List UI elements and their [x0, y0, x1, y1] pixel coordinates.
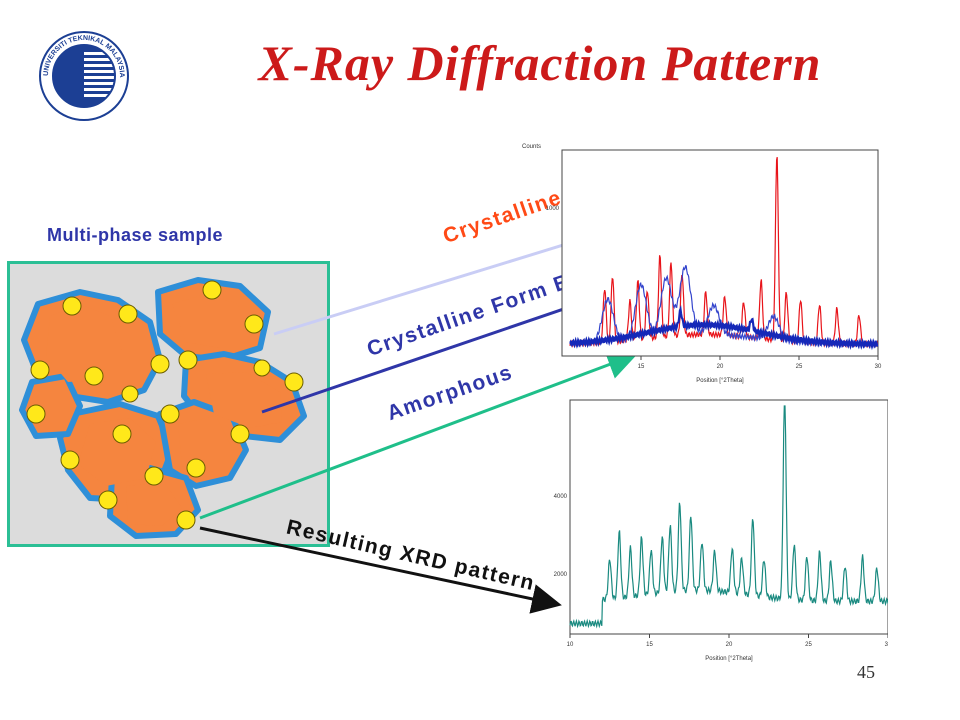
- x-tick-label: 30: [885, 642, 888, 648]
- y-tick-label: 4000: [554, 494, 568, 500]
- xrd-series-line: [569, 304, 879, 351]
- x-tick-label: 10: [567, 642, 574, 648]
- grain-illustration: [19, 277, 307, 539]
- x-tick-label: 25: [805, 642, 812, 648]
- x-tick-label: 20: [717, 364, 724, 370]
- y-tick-label: 1000: [546, 206, 560, 212]
- resulting-arrow: [199, 526, 562, 614]
- page-number: 45: [857, 662, 875, 682]
- y-axis-label: Counts: [530, 398, 549, 400]
- xrd-series-line: [569, 405, 889, 629]
- slide-title: X-Ray Diffraction Pattern: [258, 35, 822, 91]
- xrd-chart-result: 10 15 20 25 30 4000 2000 Counts Position [°2Thet…: [508, 394, 892, 668]
- xrd-chart-components: 15 20 25 30 1000 Counts Position [°2Theta]: [508, 136, 888, 386]
- multi-phase-sample-image: [7, 261, 330, 547]
- x-tick-label: 15: [638, 364, 645, 370]
- x-tick-label: 25: [796, 364, 803, 370]
- university-logo: UNIVERSITI TEKNIKAL MALAYSIA MELAKA: [38, 30, 129, 121]
- y-tick-label: 2000: [554, 572, 568, 578]
- x-tick-label: 20: [726, 642, 733, 648]
- x-axis-label: Position [°2Theta]: [705, 656, 753, 662]
- x-axis-label: Position [°2Theta]: [696, 378, 744, 384]
- y-axis-label: Counts: [522, 144, 541, 150]
- sample-label: Multi-phase sample: [47, 225, 224, 245]
- x-tick-label: 30: [875, 364, 882, 370]
- x-tick-label: 15: [646, 642, 653, 648]
- amorphous-arrow: [199, 350, 638, 520]
